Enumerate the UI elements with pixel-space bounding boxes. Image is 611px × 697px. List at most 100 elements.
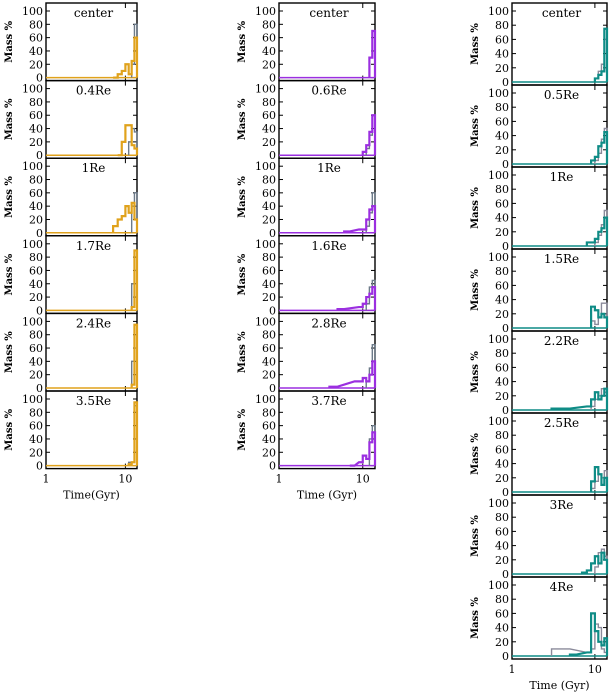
series-steps xyxy=(130,249,139,311)
y-tick-label: 60 xyxy=(262,342,276,355)
y-tick-label: 80 xyxy=(29,174,43,187)
y-tick-label: 80 xyxy=(262,174,276,187)
y-tick-label: 100 xyxy=(22,5,43,18)
y-axis-label: Mass % xyxy=(4,98,15,140)
y-tick-label: 0 xyxy=(269,227,276,240)
y-tick-label: 0 xyxy=(502,568,509,581)
series-steps xyxy=(585,216,609,246)
y-tick-label: 100 xyxy=(22,315,43,328)
y-tick-label: 0 xyxy=(269,382,276,395)
y-tick-label: 60 xyxy=(262,264,276,277)
y-tick-label: 100 xyxy=(488,87,509,100)
panel-label: 3.5Re xyxy=(76,394,111,408)
reference-series-steps xyxy=(127,127,138,156)
y-tick-label: 60 xyxy=(495,115,509,128)
y-axis-label: Mass % xyxy=(470,351,481,393)
y-tick-label: 20 xyxy=(495,308,509,321)
panel-label: center xyxy=(309,6,348,20)
y-tick-label: 0 xyxy=(36,460,43,473)
y-axis-label: Mass % xyxy=(470,187,481,229)
panel-label: 2.8Re xyxy=(311,316,346,330)
y-tick-label: 60 xyxy=(29,187,43,200)
panel-label: 2.4Re xyxy=(76,316,111,330)
series-steps xyxy=(336,285,377,311)
panel-frame xyxy=(511,576,608,660)
y-tick-label: 100 xyxy=(488,5,509,18)
y-tick-label: 0 xyxy=(36,382,43,395)
panel-label: 1Re xyxy=(317,161,341,175)
y-tick-label: 60 xyxy=(29,32,43,45)
series-steps xyxy=(343,205,377,233)
reference-series-steps xyxy=(127,404,138,466)
y-axis-label: Mass % xyxy=(4,331,15,373)
y-tick-label: 100 xyxy=(255,160,276,173)
y-tick-label: 20 xyxy=(262,369,276,382)
panel-label: 1.6Re xyxy=(311,239,346,253)
y-tick-label: 40 xyxy=(495,130,509,143)
y-tick-label: 20 xyxy=(29,136,43,149)
panel-label: 1.5Re xyxy=(544,252,579,266)
y-tick-label: 40 xyxy=(495,622,509,635)
y-tick-label: 80 xyxy=(262,406,276,419)
y-tick-label: 40 xyxy=(29,123,43,136)
x-tick-label: 10 xyxy=(118,473,132,486)
y-tick-label: 60 xyxy=(262,32,276,45)
y-tick-label: 0 xyxy=(502,158,509,171)
series-steps xyxy=(568,612,609,656)
y-tick-label: 60 xyxy=(495,443,509,456)
y-tick-label: 40 xyxy=(29,433,43,446)
y-tick-label: 60 xyxy=(29,264,43,277)
series-steps xyxy=(368,29,377,78)
y-tick-label: 60 xyxy=(495,361,509,374)
series-steps xyxy=(117,124,139,157)
y-tick-label: 80 xyxy=(29,96,43,109)
series-steps xyxy=(111,201,139,233)
x-tick-label: 1 xyxy=(509,663,516,676)
y-tick-label: 60 xyxy=(262,187,276,200)
y-tick-label: 80 xyxy=(262,18,276,31)
series-steps xyxy=(328,360,377,388)
y-tick-label: 40 xyxy=(29,355,43,368)
x-axis-label: Time(Gyr) xyxy=(63,489,120,502)
y-tick-label: 40 xyxy=(262,45,276,58)
y-tick-label: 40 xyxy=(262,200,276,213)
y-tick-label: 100 xyxy=(488,333,509,346)
y-tick-label: 40 xyxy=(262,123,276,136)
y-tick-label: 20 xyxy=(495,554,509,567)
series-steps xyxy=(127,401,139,466)
y-tick-label: 80 xyxy=(495,19,509,32)
series-steps xyxy=(589,466,609,492)
y-tick-label: 60 xyxy=(495,525,509,538)
y-tick-label: 20 xyxy=(29,213,43,226)
y-tick-label: 40 xyxy=(262,278,276,291)
y-tick-label: 20 xyxy=(262,291,276,304)
series-steps xyxy=(113,36,139,79)
panel-label: 3Re xyxy=(550,498,574,512)
y-tick-label: 100 xyxy=(22,83,43,96)
y-axis-label: Mass % xyxy=(4,20,15,62)
y-axis-label: Mass % xyxy=(470,23,481,65)
x-tick-label: 1 xyxy=(43,473,50,486)
y-tick-label: 40 xyxy=(262,355,276,368)
y-tick-label: 40 xyxy=(262,433,276,446)
panel-label: 4Re xyxy=(550,580,574,594)
series-steps xyxy=(130,323,139,388)
y-tick-label: 100 xyxy=(488,579,509,592)
y-tick-label: 0 xyxy=(502,650,509,663)
y-tick-label: 80 xyxy=(495,265,509,278)
y-axis-label: Mass % xyxy=(237,176,248,218)
reference-series-steps xyxy=(365,192,376,233)
y-tick-label: 100 xyxy=(255,238,276,251)
y-tick-label: 80 xyxy=(262,329,276,342)
reference-series-steps xyxy=(365,114,376,156)
y-axis-label: Mass % xyxy=(237,98,248,140)
y-tick-label: 40 xyxy=(495,540,509,553)
